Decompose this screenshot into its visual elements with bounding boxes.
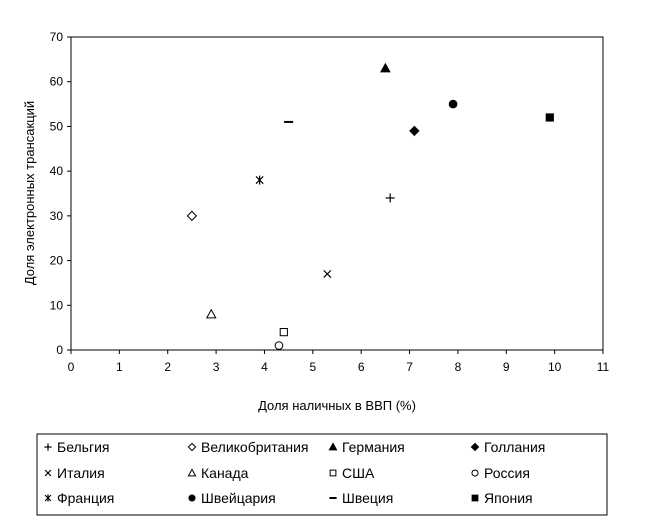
legend-label: Голлания bbox=[484, 439, 545, 455]
data-point bbox=[448, 99, 458, 109]
legend-item: США bbox=[329, 465, 375, 481]
legend-box bbox=[36, 433, 608, 516]
legend-marker bbox=[44, 443, 52, 451]
legend-marker bbox=[328, 442, 338, 451]
plot-border bbox=[70, 36, 604, 351]
legend-item: Германия bbox=[328, 439, 405, 455]
legend-marker bbox=[44, 469, 52, 477]
legend-item: Италия bbox=[44, 465, 105, 481]
legend-item: Великобритания bbox=[187, 439, 309, 455]
legend-label: Швейцария bbox=[201, 490, 276, 506]
legend-item: Швейцария bbox=[188, 490, 276, 506]
legend-label: Франция bbox=[57, 490, 114, 506]
data-point bbox=[255, 175, 264, 185]
data-point bbox=[385, 193, 395, 203]
legend-item: Бельгия bbox=[44, 439, 109, 455]
x-tick-label: 6 bbox=[358, 360, 365, 374]
data-point bbox=[380, 62, 391, 73]
legend-marker bbox=[187, 468, 197, 477]
x-tick-label: 9 bbox=[503, 360, 510, 374]
data-point bbox=[409, 125, 420, 137]
x-tick-label: 1 bbox=[116, 360, 123, 374]
y-tick-label: 70 bbox=[50, 30, 64, 44]
legend-label: Бельгия bbox=[57, 439, 109, 455]
y-tick-label: 30 bbox=[50, 209, 64, 223]
legend-label: Канада bbox=[201, 465, 249, 481]
x-tick-label: 0 bbox=[68, 360, 75, 374]
legend-marker bbox=[187, 442, 197, 452]
data-points bbox=[186, 62, 554, 350]
x-axis: 0 1 2 3 4 5 6 7 8 9 10 11 bbox=[68, 350, 610, 374]
legend-marker bbox=[44, 494, 52, 502]
legend-item: Канада bbox=[187, 465, 249, 481]
legend-item: Голлания bbox=[470, 439, 545, 455]
y-tick-label: 10 bbox=[50, 298, 64, 312]
legend-label: Великобритания bbox=[201, 439, 309, 455]
x-tick-label: 3 bbox=[213, 360, 220, 374]
y-tick-label: 60 bbox=[50, 75, 64, 89]
legend-label: США bbox=[342, 465, 375, 481]
x-tick-label: 11 bbox=[597, 360, 610, 374]
x-tick-label: 10 bbox=[548, 360, 562, 374]
x-tick-label: 7 bbox=[406, 360, 413, 374]
data-point bbox=[545, 113, 554, 122]
x-tick-label: 8 bbox=[455, 360, 462, 374]
legend-label: Япония bbox=[484, 490, 533, 506]
legend-label: Германия bbox=[342, 439, 405, 455]
legend-item: Япония bbox=[471, 490, 533, 506]
legend-marker bbox=[188, 494, 196, 502]
data-point bbox=[323, 269, 332, 279]
data-point bbox=[186, 210, 198, 222]
legend: Бельгия Великобритания Германия Голлания Ита… bbox=[36, 433, 608, 516]
y-axis: 0 10 20 30 40 50 60 70 bbox=[50, 30, 71, 357]
data-point bbox=[274, 341, 284, 350]
legend-item: Россия bbox=[471, 465, 530, 481]
y-tick-label: 40 bbox=[50, 164, 64, 178]
y-tick-label: 0 bbox=[56, 343, 63, 357]
legend-marker bbox=[471, 494, 479, 502]
legend-label: Швеция bbox=[342, 490, 393, 506]
y-tick-label: 20 bbox=[50, 254, 64, 268]
legend-marker bbox=[471, 469, 479, 477]
y-tick-label: 50 bbox=[50, 119, 64, 133]
legend-label: Россия bbox=[484, 465, 530, 481]
legend-marker bbox=[470, 442, 480, 452]
x-tick-label: 4 bbox=[261, 360, 268, 374]
x-tick-label: 2 bbox=[164, 360, 171, 374]
legend-item: Франция bbox=[44, 490, 114, 506]
legend-item: Швеция bbox=[329, 490, 393, 506]
legend-label: Италия bbox=[57, 465, 105, 481]
x-tick-label: 5 bbox=[309, 360, 316, 374]
plot-area bbox=[70, 36, 604, 351]
data-point bbox=[279, 328, 288, 337]
x-axis-title: Доля наличных в ВВП (%) bbox=[258, 398, 416, 413]
data-point bbox=[205, 308, 217, 319]
y-axis-title: Доля электронных трансакций bbox=[22, 101, 37, 285]
legend-marker bbox=[329, 469, 337, 477]
